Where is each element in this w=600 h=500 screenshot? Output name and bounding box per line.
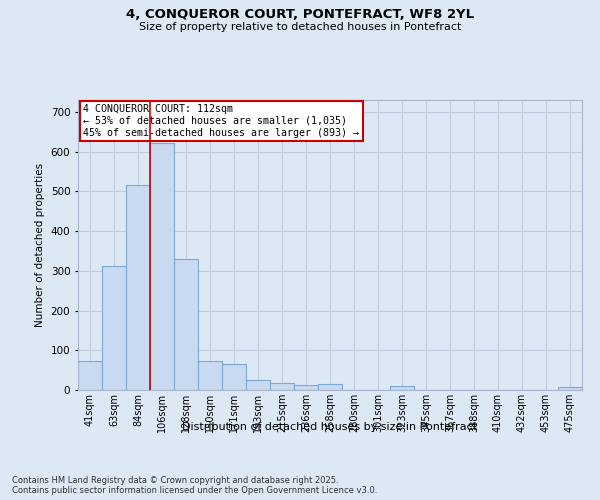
Bar [150,142,174,390]
Bar [222,364,246,390]
Text: 4, CONQUEROR COURT, PONTEFRACT, WF8 2YL: 4, CONQUEROR COURT, PONTEFRACT, WF8 2YL [126,8,474,20]
Bar [294,385,318,390]
Text: Contains HM Land Registry data © Crown copyright and database right 2025.
Contai: Contains HM Land Registry data © Crown c… [12,476,377,495]
Bar [78,362,102,390]
Y-axis label: Number of detached properties: Number of detached properties [35,163,45,327]
Bar [126,186,150,390]
Text: 4 CONQUEROR COURT: 112sqm
← 53% of detached houses are smaller (1,035)
45% of se: 4 CONQUEROR COURT: 112sqm ← 53% of detac… [83,104,359,138]
Bar [318,384,342,390]
Bar [102,266,126,390]
Text: Distribution of detached houses by size in Pontefract: Distribution of detached houses by size … [182,422,478,432]
Bar [270,383,294,390]
Bar [198,362,222,390]
Text: Size of property relative to detached houses in Pontefract: Size of property relative to detached ho… [139,22,461,32]
Bar [558,387,582,390]
Bar [174,259,198,390]
Bar [246,380,270,390]
Bar [390,386,414,390]
